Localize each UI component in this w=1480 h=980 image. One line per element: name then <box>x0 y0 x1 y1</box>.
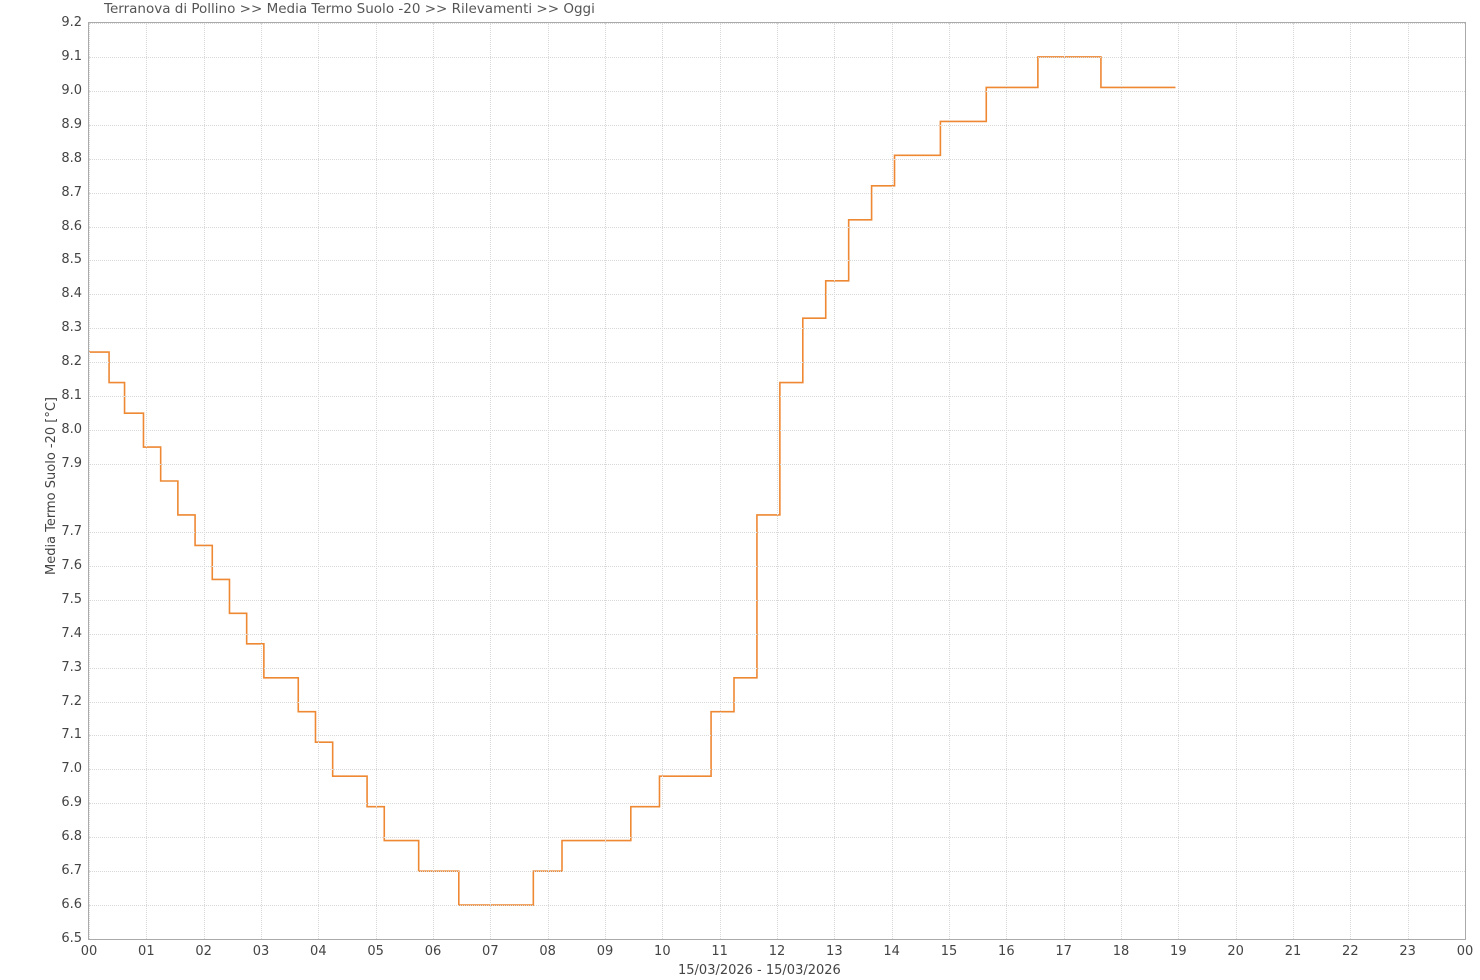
gridline-vertical <box>891 23 893 939</box>
x-tick-label: 00 <box>1456 944 1474 959</box>
gridline-vertical <box>605 23 606 939</box>
y-tick-label: 9.0 <box>61 82 82 98</box>
gridline-vertical <box>547 23 549 939</box>
y-tick-label: 8.6 <box>61 218 82 234</box>
y-tick-label: 7.7 <box>61 523 82 539</box>
x-tick-label: 23 <box>1399 944 1416 959</box>
y-tick-label: 8.9 <box>61 116 82 132</box>
gridline-vertical <box>1178 23 1180 939</box>
gridline-vertical <box>1063 23 1065 939</box>
x-tick-label: 09 <box>596 944 614 959</box>
gridline-vertical <box>490 23 492 939</box>
y-tick-label: 6.5 <box>61 931 82 946</box>
y-tick-label: 6.7 <box>61 863 82 879</box>
x-tick-label: 01 <box>138 944 155 959</box>
x-tick-label: 10 <box>654 944 671 959</box>
y-tick-label: 8.4 <box>61 286 82 302</box>
x-tick-label: 20 <box>1227 944 1244 959</box>
gridline-vertical <box>1407 23 1409 939</box>
gridline-vertical <box>203 23 205 939</box>
y-tick-label: 7.0 <box>61 761 82 777</box>
y-tick-label: 8.5 <box>61 252 82 268</box>
gridline-vertical <box>318 23 320 939</box>
y-tick-label: 7.2 <box>61 693 82 709</box>
y-tick-label: 7.4 <box>61 625 82 641</box>
y-tick-label: 8.2 <box>61 354 82 370</box>
gridline-vertical <box>146 23 148 939</box>
gridline-vertical <box>777 23 778 939</box>
gridline-vertical <box>261 23 262 939</box>
gridline-vertical <box>375 23 377 939</box>
y-tick-label: 8.0 <box>61 422 82 438</box>
gridline-vertical <box>1293 23 1294 939</box>
x-tick-label: 07 <box>482 944 499 959</box>
gridline-vertical <box>719 23 721 939</box>
x-tick-label: 14 <box>883 944 900 959</box>
x-tick-label: 02 <box>195 944 212 959</box>
y-tick-label: 8.8 <box>61 150 82 166</box>
x-tick-label: 19 <box>1170 944 1187 959</box>
x-tick-label: 15 <box>940 944 958 959</box>
x-tick-label: 12 <box>768 944 786 959</box>
plot-inner <box>89 23 1465 939</box>
gridline-vertical <box>433 23 434 939</box>
x-tick-label: 06 <box>424 944 442 959</box>
y-tick-label: 6.8 <box>61 829 82 845</box>
y-tick-label: 7.5 <box>61 591 82 607</box>
x-tick-label: 04 <box>310 944 327 959</box>
x-tick-label: 11 <box>711 944 728 959</box>
x-tick-label: 13 <box>826 944 843 959</box>
y-tick-label: 8.3 <box>61 320 82 336</box>
y-tick-label: 8.7 <box>61 184 82 200</box>
x-tick-label: 17 <box>1055 944 1072 959</box>
y-tick-label: 7.9 <box>61 456 82 472</box>
series-path <box>89 56 1176 906</box>
gridline-vertical <box>1235 23 1237 939</box>
gridline-vertical <box>834 23 836 939</box>
gridline-vertical <box>1006 23 1008 939</box>
plot-area <box>88 22 1466 940</box>
x-tick-label: 22 <box>1342 944 1359 959</box>
y-tick-label: 6.6 <box>61 897 82 913</box>
y-tick-label: 9.2 <box>61 15 82 30</box>
y-tick-label: 8.1 <box>61 388 82 404</box>
gridline-vertical <box>1121 23 1122 939</box>
x-axis-label: 15/03/2026 - 15/03/2026 <box>678 963 841 978</box>
y-tick-label: 7.6 <box>61 557 82 573</box>
y-tick-label: 6.9 <box>61 795 82 811</box>
x-tick-label: 00 <box>80 944 98 959</box>
gridline-vertical <box>662 23 664 939</box>
x-tick-label: 18 <box>1112 944 1130 959</box>
x-tick-label: 03 <box>252 944 270 959</box>
x-tick-label: 08 <box>539 944 556 959</box>
x-tick-label: 05 <box>367 944 384 959</box>
y-tick-label: 7.1 <box>61 727 82 743</box>
y-tick-label: 9.1 <box>61 48 82 64</box>
y-tick-label: 7.3 <box>61 659 82 675</box>
gridline-vertical <box>949 23 950 939</box>
y-axis-label: Media Termo Suolo -20 [°C] <box>44 396 59 575</box>
x-tick-label: 16 <box>998 944 1015 959</box>
gridline-vertical <box>89 23 90 939</box>
gridline-vertical <box>1350 23 1352 939</box>
x-tick-label: 21 <box>1284 944 1302 959</box>
page-title: Terranova di Pollino >> Media Termo Suol… <box>104 1 595 17</box>
